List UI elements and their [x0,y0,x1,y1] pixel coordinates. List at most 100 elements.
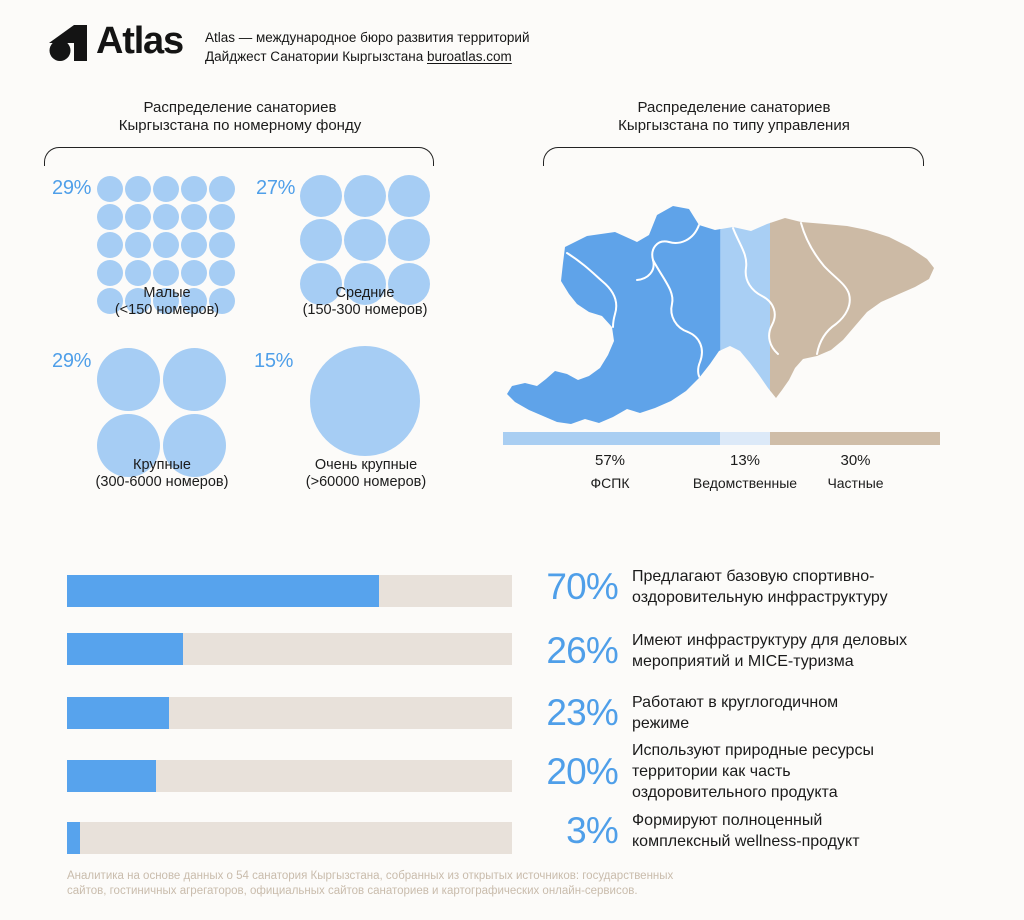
stat-row: 20% Используют природные ресурсы террито… [540,740,874,803]
bubble-grid-small [97,176,235,314]
stat-text: Имеют инфраструктуру для деловых меропри… [632,632,908,670]
bubble-caption-xlarge: Очень крупные (>60000 номеров) [305,457,427,490]
bubble-dot [97,414,160,477]
bubble-dot [125,260,151,286]
bubble-dot [153,288,179,314]
bubble-dot [153,176,179,202]
stat-percent: 3% [566,810,619,851]
bubble-dot [153,204,179,230]
stat-text: Используют природные ресурсы территории … [632,742,874,801]
bubble-dot [209,260,235,286]
bubble-dot [125,176,151,202]
footnote: Аналитика на основе данных о 54 санатори… [67,870,674,897]
stat-percent: 70% [546,566,618,607]
header-tagline: Atlas — международное бюро развития терр… [205,28,530,66]
bubble-dot [181,204,207,230]
bubble-dot [388,175,430,217]
bubble-dot [209,176,235,202]
bubble-dot [97,176,123,202]
kyrgyzstan-map [507,206,934,424]
brand-wordmark: Atlas [96,20,184,62]
bubble-caption-medium: Средние (150-300 номеров) [302,285,428,318]
tagline-line2: Дайджест Санатории Кыргызстана buroatlas… [205,49,512,64]
atlas-logo-icon [49,25,87,61]
bubble-caption-small: Малые (<150 номеров) [114,285,220,318]
bubble-dot [163,348,226,411]
hbar-fill [67,822,81,854]
hbar-track [67,822,512,854]
hbar-track [67,575,512,607]
stat-percent: 20% [546,750,618,792]
bubble-grid-large [97,348,226,477]
bubble-dot [153,232,179,258]
stacked-segment-fspk [503,432,721,445]
bubble-dot [300,219,342,261]
map-band-private [770,206,934,424]
bubble-dot [125,204,151,230]
hbar-fill [67,633,183,665]
hbar-fill [67,575,379,607]
tagline-line1: Atlas — международное бюро развития терр… [205,30,530,45]
bubble-dot [97,288,123,314]
bubble-dot [181,288,207,314]
stat-row: 3% Формируют полноценный комплексный wel… [540,810,860,852]
bubble-dot [310,346,420,456]
stat-row: 23% Работают в круглогодичном режиме [540,692,838,734]
right-bracket [543,147,924,166]
stacked-segment-private [770,432,940,445]
bubble-percent-small: 29% [52,177,92,199]
stat-percent: 23% [546,692,618,733]
bubble-dot [388,263,430,305]
bubble-dot [181,232,207,258]
bubble-dot [209,204,235,230]
bubble-dot [344,263,386,305]
stat-text: Работают в круглогодичном режиме [632,694,839,732]
left-bracket [44,147,434,166]
stat-text: Формируют полноценный комплексный wellne… [632,812,860,850]
bubble-dot [300,263,342,305]
hbar-fill [67,697,170,729]
bubble-dot [125,288,151,314]
bubble-percent-xlarge: 15% [254,350,294,372]
bubble-dot [388,219,430,261]
bubble-dot [344,175,386,217]
stacked-segment-departmental [720,432,770,445]
bubble-dot [181,176,207,202]
left-section-title: Распределение санаториев Кыргызстана по … [118,99,362,134]
segment-label-private: 30% Частные [827,452,884,491]
bubble-dot [97,232,123,258]
bubble-dot [97,204,123,230]
segment-label-fspk: 57% ФСПК [590,452,630,491]
stat-row: 70% Предлагают базовую спортивно- оздоро… [540,566,888,608]
map-band-departmental [720,206,771,424]
hbar-track [67,633,512,665]
stat-row: 26% Имеют инфраструктуру для деловых мер… [540,630,907,672]
bubble-percent-large: 29% [52,350,92,372]
bubble-grid-medium [300,175,430,305]
buroatlas-link[interactable]: buroatlas.com [427,49,512,64]
stat-text: Предлагают базовую спортивно- оздоровите… [632,568,888,606]
bubble-dot [209,288,235,314]
management-stacked-bar [503,432,940,445]
bubble-dot [344,219,386,261]
bubble-dot [163,414,226,477]
bubble-dot [125,232,151,258]
map-region-borders [566,222,851,379]
hbar-track [67,697,512,729]
stat-percent: 26% [546,630,618,671]
bubble-caption-large: Крупные (300-6000 номеров) [95,457,229,490]
hbar-track [67,760,512,792]
bubble-dot [97,260,123,286]
hbar-fill [67,760,156,792]
bubble-dot [300,175,342,217]
bubble-dot [97,348,160,411]
bubble-dot [209,232,235,258]
bubble-percent-medium: 27% [256,177,296,199]
segment-label-departmental: 13% Ведомственные [692,452,798,491]
bubble-grid-xlarge [310,346,420,456]
bubble-dot [181,260,207,286]
right-section-title: Распределение санаториев Кыргызстана по … [618,99,850,134]
map-band-fspk [507,206,722,424]
bubble-dot [153,260,179,286]
